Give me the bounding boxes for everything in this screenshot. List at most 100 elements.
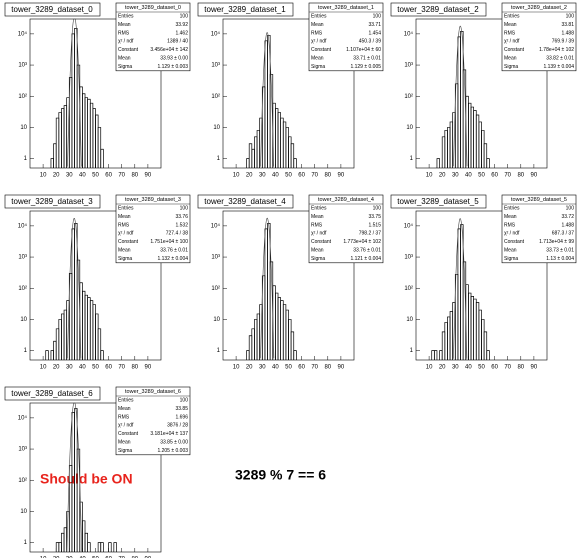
x-tick-label: 50 (478, 365, 485, 371)
stats-label: Sigma (311, 64, 325, 70)
stats-title: tower_3289_dataset_0 (125, 5, 181, 11)
stats-label: Mean (118, 406, 131, 412)
y-tick-label: 10³ (404, 63, 413, 69)
y-tick-label: 10⁴ (211, 30, 221, 37)
x-tick-label: 60 (298, 365, 305, 371)
x-tick-label: 80 (324, 365, 331, 371)
x-tick-label: 10 (426, 365, 433, 371)
x-tick-label: 40 (465, 365, 472, 371)
x-tick-label: 10 (233, 173, 240, 179)
y-tick-label: 10² (18, 286, 27, 292)
annotation: Should be ON (40, 471, 133, 487)
stats-label: Sigma (504, 256, 518, 262)
pad-title: tower_3289_dataset_2 (397, 5, 479, 14)
y-tick-label: 10³ (404, 255, 413, 261)
stats-value: 100 (566, 14, 575, 20)
title-box (197, 2, 294, 17)
y-tick-label: 10 (213, 125, 220, 131)
x-tick-label: 20 (53, 557, 60, 558)
x-tick-label: 90 (338, 173, 345, 179)
stats-value: 33.76 ± 0.01 (353, 248, 381, 254)
stats-value: 1.488 (561, 222, 574, 228)
y-tick-label: 10 (406, 125, 413, 131)
stats-label: RMS (118, 222, 130, 228)
histogram-bin (290, 143, 295, 168)
title-box (4, 194, 101, 209)
x-tick-label: 80 (131, 365, 138, 371)
x-tick-label: 60 (298, 173, 305, 179)
stats-value: 1.532 (175, 222, 188, 228)
pad-title: tower_3289_dataset_4 (204, 197, 286, 206)
x-tick-label: 90 (531, 365, 538, 371)
pad-title: tower_3289_dataset_6 (11, 389, 93, 398)
x-tick-label: 50 (92, 365, 99, 371)
stats-box (115, 2, 191, 72)
x-tick-label: 70 (504, 365, 511, 371)
stats-label: χ² / ndf (118, 423, 134, 429)
histogram-bin (293, 350, 297, 360)
stats-label: Constant (311, 239, 332, 245)
fit-curve (67, 217, 82, 359)
stats-label: Mean (118, 22, 131, 28)
stats-label: Constant (504, 47, 525, 53)
stats-title: tower_3289_dataset_6 (125, 389, 181, 395)
histogram-bin (436, 158, 440, 168)
stats-value: 1.751e+04 ± 100 (150, 239, 188, 245)
stats-label: RMS (504, 222, 516, 228)
x-tick-label: 70 (118, 365, 125, 371)
x-tick-label: 20 (53, 173, 60, 179)
stats-value: 33.73 ± 0.01 (546, 248, 574, 254)
y-tick-label: 1 (24, 348, 28, 354)
stats-box (501, 194, 577, 264)
stats-label: χ² / ndf (118, 39, 134, 45)
stats-value: 3.181e+04 ± 137 (150, 431, 188, 437)
histogram-bin (100, 350, 104, 360)
stats-value: 33.71 ± 0.01 (353, 56, 381, 62)
x-tick-label: 50 (92, 173, 99, 179)
stats-label: Constant (504, 239, 525, 245)
stats-value: 33.92 (175, 22, 188, 28)
y-tick-label: 10² (404, 286, 413, 292)
stats-label: Entries (118, 398, 134, 404)
y-tick-label: 1 (24, 156, 28, 162)
y-tick-label: 10³ (18, 63, 27, 69)
x-tick-label: 80 (517, 365, 524, 371)
stats-label: Mean (311, 248, 324, 254)
stats-value: 1.13 ± 0.004 (546, 256, 574, 262)
histogram-bin (97, 328, 102, 360)
x-tick-label: 60 (105, 365, 112, 371)
x-tick-label: 40 (79, 557, 86, 558)
stats-value: 33.71 (368, 22, 381, 28)
x-tick-label: 30 (66, 173, 73, 179)
fit-curve (260, 32, 275, 167)
fit-curve (66, 402, 83, 552)
y-tick-label: 10² (211, 286, 220, 292)
histogram-bin (293, 158, 297, 168)
stats-value: 769.9 / 39 (552, 39, 574, 45)
stats-value: 33.82 ± 0.01 (546, 56, 574, 62)
stats-label: χ² / ndf (504, 231, 520, 237)
x-tick-label: 50 (478, 173, 485, 179)
x-tick-label: 40 (272, 173, 279, 179)
histogram-bin (97, 127, 102, 168)
y-tick-label: 10 (20, 125, 27, 131)
stats-value: 33.75 (368, 214, 381, 220)
x-tick-label: 10 (40, 557, 47, 558)
histogram-bin (108, 542, 112, 552)
stats-value: 33.81 (561, 22, 574, 28)
x-tick-label: 90 (145, 557, 152, 558)
x-tick-label: 70 (311, 365, 318, 371)
stats-label: Entries (311, 206, 327, 212)
histogram-bin (290, 331, 295, 360)
x-tick-label: 30 (259, 365, 266, 371)
stats-title: tower_3289_dataset_3 (125, 197, 181, 203)
annotation: 3289 % 7 == 6 (235, 467, 326, 483)
x-tick-label: 30 (66, 557, 73, 558)
stats-box (115, 194, 191, 264)
fit-curve (260, 217, 275, 359)
fit-curve (67, 18, 82, 167)
stats-label: Mean (118, 440, 131, 446)
pad-title: tower_3289_dataset_1 (204, 5, 286, 14)
x-tick-label: 70 (118, 557, 125, 558)
stats-value: 100 (566, 206, 575, 212)
